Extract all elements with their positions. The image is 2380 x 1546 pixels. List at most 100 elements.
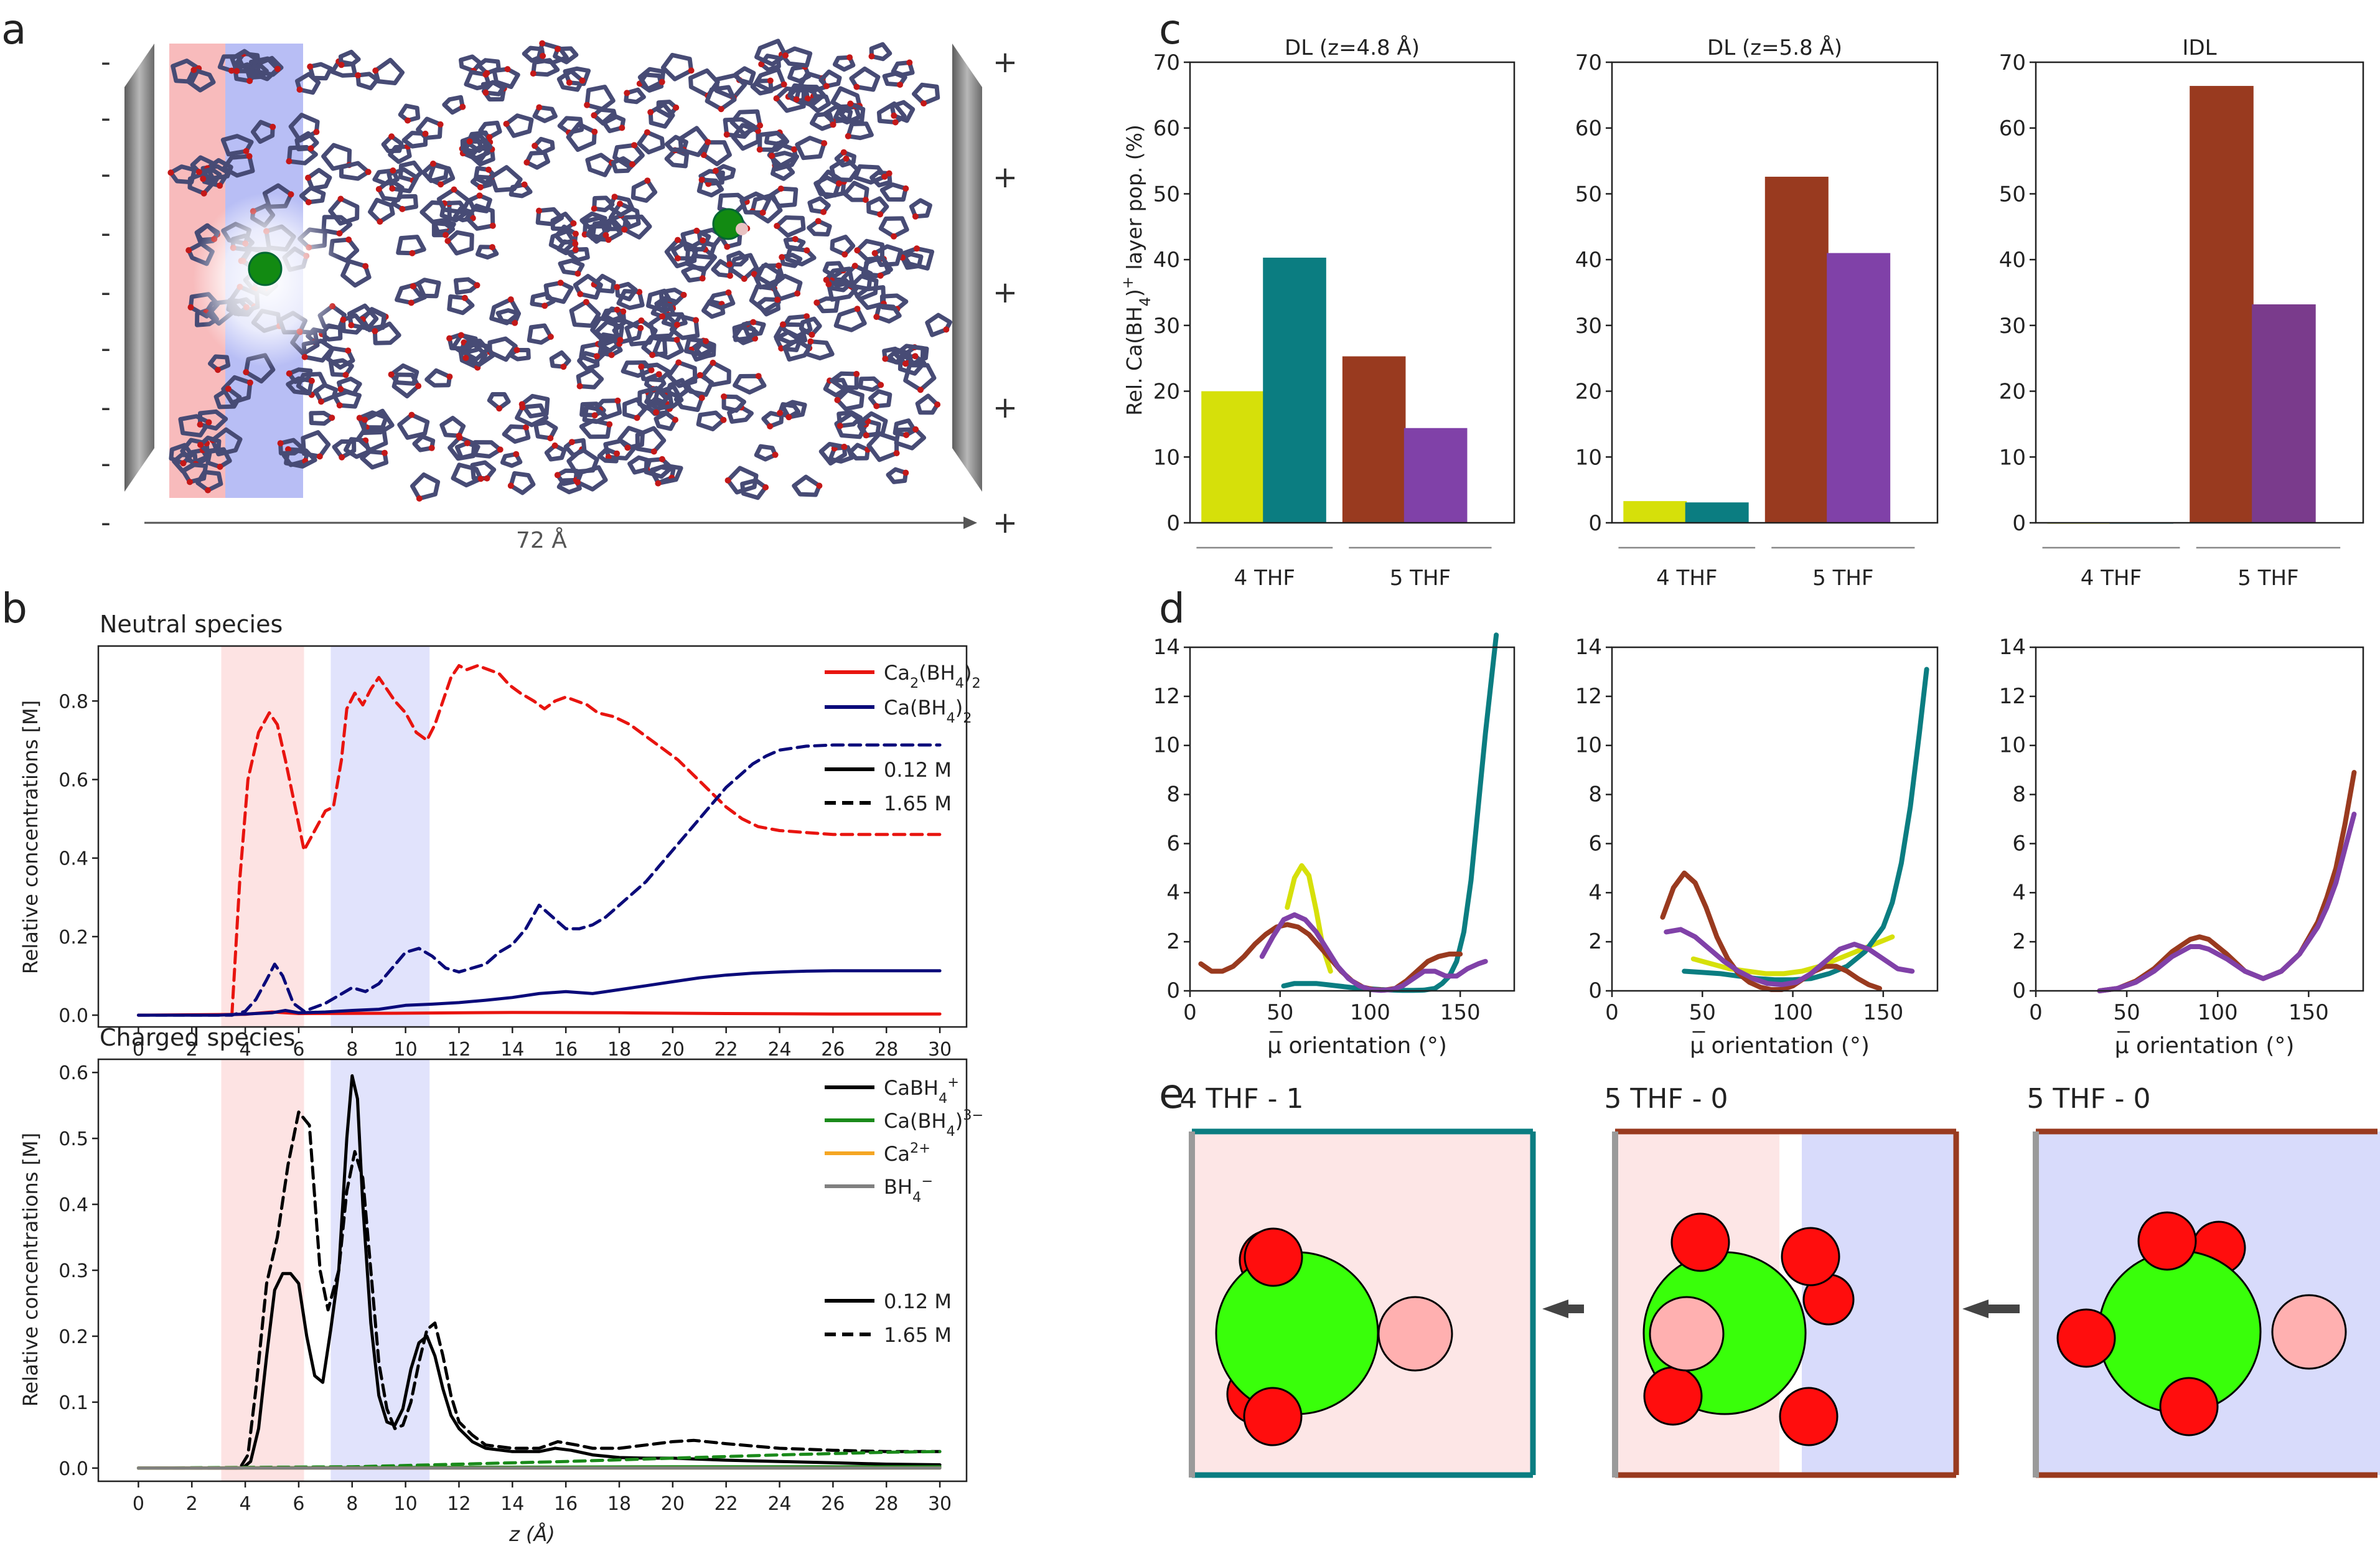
orientation-chart-dl-5-8: 0 50 100 150 0 2 4 6 8 10 12 14 μ orientation (°) bbox=[1575, 635, 1939, 1059]
x-tick-label: 18 bbox=[607, 1039, 631, 1061]
thf-oxygen bbox=[477, 476, 484, 482]
x-tick-label: 30 bbox=[928, 1493, 952, 1515]
thf-oxygen bbox=[774, 296, 781, 303]
thf-oxygen bbox=[461, 294, 468, 301]
thf-molecule bbox=[835, 388, 864, 411]
y-tick-label: 0 bbox=[1166, 978, 1180, 1003]
thf-oxygen bbox=[841, 251, 848, 258]
thf-molecule bbox=[573, 274, 603, 300]
y-tick-label: 50 bbox=[1999, 182, 2026, 207]
thf-oxygen bbox=[724, 477, 731, 484]
thf-oxygen bbox=[523, 159, 530, 166]
plot-frame bbox=[97, 645, 968, 1028]
thf-molecule bbox=[601, 307, 623, 323]
thf-oxygen bbox=[807, 338, 814, 345]
thf-oxygen bbox=[228, 67, 235, 74]
legend-label-165: 1.65 M bbox=[884, 792, 952, 815]
charged-species-chart: 0 2 4 6 8 10 12 14 16 18 20 22 24 26 28 300.00.10.20.30… bbox=[19, 1024, 983, 1546]
thf-oxygen bbox=[700, 152, 707, 158]
thf-oxygen bbox=[602, 232, 609, 238]
thf-molecule bbox=[389, 363, 419, 386]
thf-oxygen bbox=[539, 40, 546, 47]
thf-oxygen bbox=[785, 414, 792, 421]
thf-oxygen bbox=[841, 443, 848, 450]
thf-oxygen bbox=[167, 169, 174, 176]
thf-molecule bbox=[502, 424, 531, 444]
thf-molecule bbox=[866, 431, 899, 462]
thf-oxygen bbox=[444, 238, 451, 245]
chart-title: Charged species bbox=[100, 1024, 295, 1051]
thf-oxygen bbox=[696, 372, 703, 378]
thf-molecule bbox=[830, 371, 859, 390]
thf-molecule bbox=[818, 442, 847, 466]
thf-molecule bbox=[360, 449, 389, 470]
thf-molecule bbox=[858, 376, 883, 392]
thf-molecule bbox=[372, 168, 400, 186]
thf-molecule bbox=[879, 182, 908, 202]
thf-oxygen bbox=[551, 442, 558, 449]
y-tick-label: 0 bbox=[1588, 978, 1602, 1003]
thf-oxygen bbox=[485, 166, 492, 173]
thf-oxygen bbox=[897, 82, 903, 88]
thf-molecule bbox=[654, 296, 677, 313]
y-tick-label: 6 bbox=[1166, 831, 1180, 856]
thf-oxygen bbox=[462, 355, 469, 362]
thf-oxygen bbox=[934, 401, 941, 408]
thf-molecule bbox=[818, 69, 842, 88]
y-tick-label: 50 bbox=[1575, 182, 1602, 207]
thf-oxygen bbox=[902, 360, 909, 367]
y-axis-label: Relative concentrations [M] bbox=[19, 700, 42, 974]
thf-molecule bbox=[622, 214, 652, 240]
x-tick-label: 20 bbox=[661, 1493, 685, 1515]
thf-molecule bbox=[476, 58, 501, 75]
thf-oxygen bbox=[410, 283, 416, 289]
y-tick-label: 50 bbox=[1153, 182, 1180, 207]
thf-oxygen bbox=[638, 317, 645, 324]
schematic-5thf-0-mid bbox=[1612, 1128, 1959, 1478]
thf-oxygen bbox=[593, 353, 600, 360]
thf-oxygen bbox=[792, 236, 799, 243]
thf-molecule bbox=[185, 447, 210, 466]
thf-oxygen bbox=[862, 197, 869, 204]
thf-molecule bbox=[829, 277, 853, 293]
thf-molecule bbox=[390, 194, 418, 212]
thf-oxygen bbox=[700, 237, 706, 244]
thf-oxygen bbox=[762, 484, 769, 490]
schematic-title-1: 4 THF - 1 bbox=[1179, 1083, 1303, 1115]
chart-title: DL (z=4.8 Å) bbox=[1285, 35, 1420, 60]
oxygen-atom-front bbox=[1243, 1387, 1303, 1446]
thf-oxygen bbox=[345, 347, 352, 354]
thf-oxygen bbox=[803, 313, 810, 320]
thf-molecule bbox=[654, 411, 678, 431]
thf-molecule bbox=[853, 164, 887, 185]
thf-oxygen bbox=[285, 446, 291, 452]
thf-molecule bbox=[756, 263, 785, 286]
thf-oxygen bbox=[286, 370, 293, 377]
thf-molecule bbox=[470, 174, 493, 190]
y-tick-label: 0.4 bbox=[59, 848, 88, 870]
thf-oxygen bbox=[489, 244, 495, 251]
thf-molecule bbox=[462, 139, 490, 161]
group-label-4thf: 4 THF bbox=[1656, 566, 1717, 591]
thf-molecule bbox=[630, 178, 658, 203]
thf-oxygen bbox=[644, 177, 651, 184]
arrow-left-1 bbox=[1542, 1300, 1584, 1318]
thf-molecule bbox=[696, 410, 726, 431]
bar-2 bbox=[1342, 356, 1406, 523]
thf-molecule bbox=[650, 463, 683, 486]
thf-molecule bbox=[754, 444, 778, 462]
thf-oxygen bbox=[757, 122, 764, 129]
thf-molecule bbox=[769, 151, 799, 172]
y-tick-label: 20 bbox=[1999, 380, 2026, 405]
thf-oxygen bbox=[318, 398, 324, 405]
thf-molecule bbox=[531, 58, 560, 77]
x-tick-label: 16 bbox=[554, 1039, 578, 1061]
thf-molecule bbox=[616, 289, 645, 311]
x-tick-label: 0 bbox=[1605, 1000, 1619, 1025]
thf-molecule bbox=[894, 427, 927, 451]
thf-oxygen bbox=[532, 143, 538, 149]
thf-molecule bbox=[398, 103, 421, 123]
thf-molecule bbox=[439, 200, 469, 223]
y-tick-label: 8 bbox=[2012, 782, 2026, 807]
thf-oxygen bbox=[408, 299, 415, 306]
